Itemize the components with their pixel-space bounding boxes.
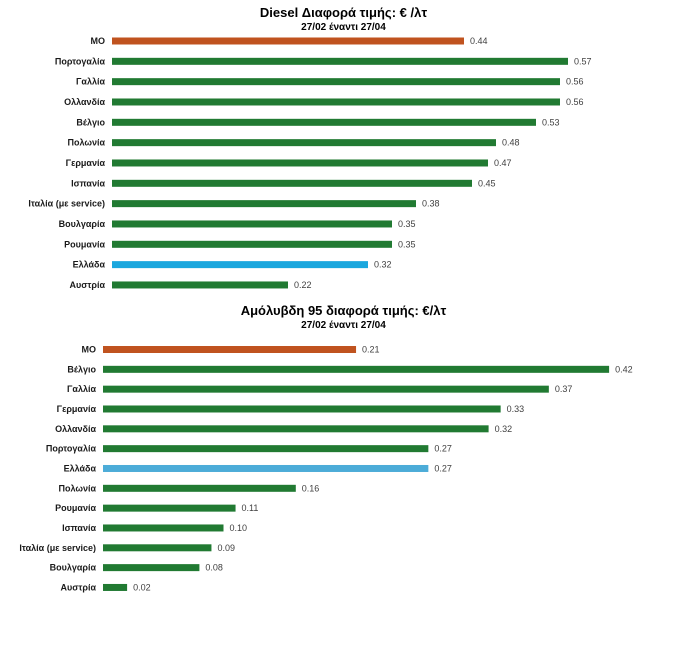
diesel-value-label: 0.56 <box>566 97 584 107</box>
unleaded-bar <box>103 385 549 393</box>
diesel-bar <box>112 281 288 289</box>
diesel-bar <box>112 37 464 45</box>
unleaded-category-label: Γαλλία <box>67 384 96 394</box>
diesel-bar <box>112 179 472 187</box>
unleaded-bar <box>103 365 610 373</box>
unleaded-category-label: Πολωνία <box>58 483 96 493</box>
unleaded-category-label: Ρουμανία <box>55 503 96 513</box>
diesel-bar <box>112 220 392 228</box>
unleaded-value-label: 0.08 <box>205 563 223 573</box>
diesel-category-label: Αυστρία <box>69 280 105 290</box>
diesel-value-label: 0.35 <box>398 219 416 229</box>
unleaded-bar <box>103 445 429 453</box>
diesel-category-label: Πορτογαλία <box>55 56 106 66</box>
diesel-value-label: 0.35 <box>398 239 416 249</box>
unleaded-bar <box>103 564 200 572</box>
unleaded-chart-subtitle: 27/02 έναντι 27/04 <box>301 320 386 331</box>
unleaded-bar <box>103 544 212 552</box>
diesel-category-label: Γερμανία <box>66 158 106 168</box>
unleaded-category-label: Ιταλία (με service) <box>19 543 96 553</box>
unleaded-bar <box>103 405 501 413</box>
diesel-category-label: Πολωνία <box>67 138 105 148</box>
unleaded-chart-title: Αμόλυβδη 95 διαφορά τιμής: €/λτ <box>240 303 447 318</box>
diesel-value-label: 0.38 <box>422 199 440 209</box>
diesel-bar-chart: ΜΟ 0.44 Πορτογαλία 0.57 Γαλλία 0.56 Ολλανδία 0.… <box>28 36 592 290</box>
diesel-category-label: Γαλλία <box>76 77 105 87</box>
unleaded-bar-chart: ΜΟ 0.21 Βέλγιο 0.42 Γαλλία 0.37 Γερμανία 0.33 Ολ… <box>19 345 633 593</box>
unleaded-bar <box>103 464 429 472</box>
diesel-bar <box>112 261 368 269</box>
unleaded-category-label: Ελλάδα <box>64 463 97 473</box>
unleaded-bar <box>103 524 224 532</box>
diesel-category-label: Βουλγαρία <box>59 219 106 229</box>
unleaded-value-label: 0.32 <box>495 424 513 434</box>
diesel-value-label: 0.47 <box>494 158 512 168</box>
unleaded-bar <box>103 504 236 512</box>
unleaded-value-label: 0.33 <box>507 404 525 414</box>
unleaded-bar <box>103 346 357 353</box>
unleaded-category-label: ΜΟ <box>82 345 97 355</box>
unleaded-category-label: Βέλγιο <box>67 364 96 374</box>
diesel-chart-title: Diesel Διαφορά τιμής: € /λτ <box>259 5 428 20</box>
diesel-chart-subtitle: 27/02 έναντι 27/04 <box>301 22 386 33</box>
diesel-value-label: 0.32 <box>374 260 392 270</box>
unleaded-value-label: 0.16 <box>302 483 320 493</box>
diesel-category-label: ΜΟ <box>91 36 106 46</box>
unleaded-category-label: Πορτογαλία <box>46 444 97 454</box>
diesel-category-label: Ολλανδία <box>64 97 105 107</box>
diesel-bar <box>112 200 416 208</box>
unleaded-value-label: 0.37 <box>555 384 573 394</box>
unleaded-category-label: Ισπανία <box>62 523 96 533</box>
unleaded-value-label: 0.27 <box>434 463 452 473</box>
diesel-value-label: 0.48 <box>502 138 520 148</box>
diesel-value-label: 0.22 <box>294 280 312 290</box>
unleaded-bar <box>103 583 128 591</box>
unleaded-value-label: 0.09 <box>217 543 235 553</box>
diesel-bar <box>112 118 536 126</box>
unleaded-bar <box>103 484 296 492</box>
diesel-bar <box>112 57 568 65</box>
diesel-category-label: Βέλγιο <box>76 117 105 127</box>
unleaded-value-label: 0.27 <box>434 444 452 454</box>
unleaded-category-label: Βουλγαρία <box>50 563 97 573</box>
diesel-bar <box>112 78 560 86</box>
diesel-value-label: 0.45 <box>478 178 496 188</box>
unleaded-bar <box>103 425 489 433</box>
diesel-value-label: 0.53 <box>542 117 560 127</box>
diesel-category-label: Ρουμανία <box>64 239 105 249</box>
diesel-value-label: 0.57 <box>574 56 592 66</box>
diesel-category-label: Ισπανία <box>71 178 105 188</box>
unleaded-value-label: 0.11 <box>242 503 259 513</box>
diesel-value-label: 0.44 <box>470 36 488 46</box>
diesel-value-label: 0.56 <box>566 77 584 87</box>
diesel-category-label: Ιταλία (με service) <box>28 199 105 209</box>
diesel-category-label: Ελλάδα <box>73 260 106 270</box>
unleaded-value-label: 0.21 <box>362 345 380 355</box>
unleaded-value-label: 0.02 <box>133 582 151 592</box>
diesel-bar <box>112 98 560 106</box>
unleaded-value-label: 0.10 <box>230 523 248 533</box>
diesel-bar <box>112 240 392 248</box>
unleaded-category-label: Γερμανία <box>57 404 97 414</box>
unleaded-category-label: Ολλανδία <box>55 424 96 434</box>
unleaded-value-label: 0.42 <box>615 364 633 374</box>
diesel-bar <box>112 159 488 167</box>
unleaded-category-label: Αυστρία <box>60 582 96 592</box>
diesel-bar <box>112 139 496 147</box>
